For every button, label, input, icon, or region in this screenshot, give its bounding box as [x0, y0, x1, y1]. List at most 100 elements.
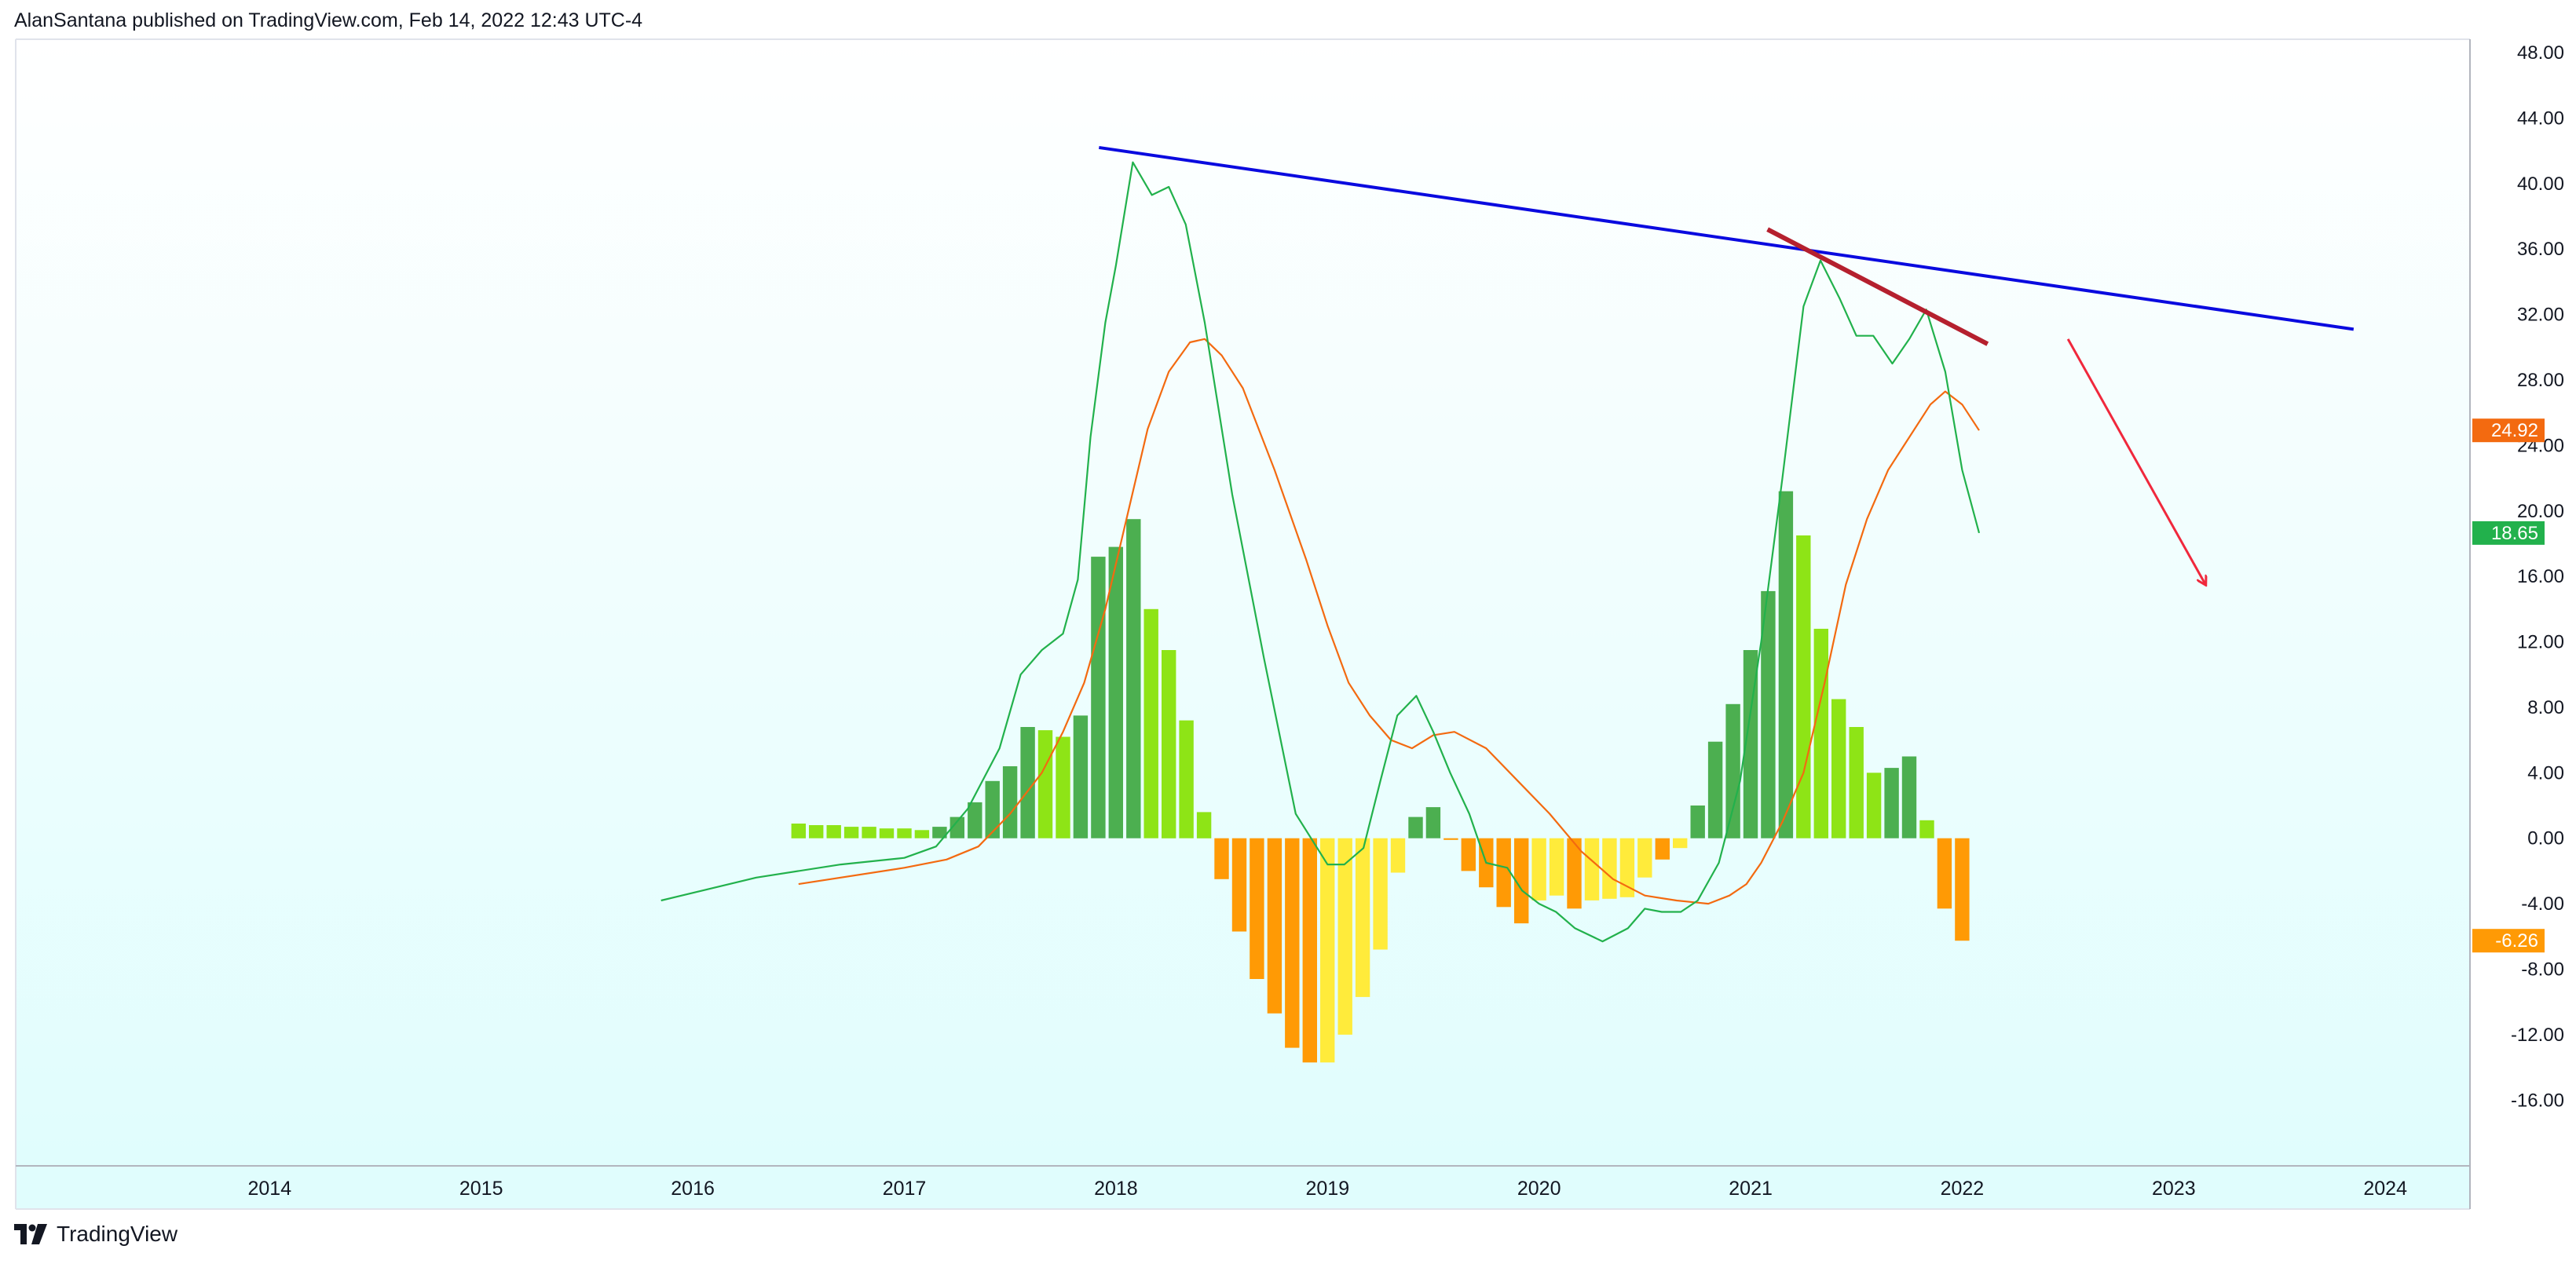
x-tick-label: 2015 [459, 1178, 503, 1200]
y-tick-label: 4.00 [2527, 762, 2564, 784]
histogram-bar [1091, 557, 1106, 838]
histogram-bar [1707, 741, 1723, 838]
histogram-bar [1373, 838, 1388, 950]
histogram-bar [1285, 838, 1300, 1048]
histogram-bar [1813, 628, 1828, 838]
drawing-annotations [1099, 145, 2355, 585]
value-badge-label: 24.92 [2491, 420, 2538, 441]
y-axis: 48.0044.0040.0036.0032.0028.0024.0020.00… [2511, 42, 2564, 1111]
indicator-lines [660, 161, 1981, 943]
histogram-bar [932, 827, 947, 838]
histogram-bar [791, 824, 806, 838]
y-tick-label: -16.00 [2511, 1090, 2564, 1111]
y-tick-label: 48.00 [2517, 42, 2564, 64]
value-badge [2472, 418, 2545, 443]
x-tick-label: 2014 [247, 1178, 291, 1200]
y-tick-label: -8.00 [2521, 959, 2564, 981]
y-tick-label: 0.00 [2527, 828, 2564, 849]
y-tick-label: 8.00 [2527, 697, 2564, 718]
y-tick-label: -4.00 [2521, 893, 2564, 915]
histogram-bar [914, 830, 930, 838]
histogram-bar [1919, 820, 1934, 838]
red-trendline[interactable] [1766, 227, 1989, 346]
tradingview-logo-icon [14, 1224, 47, 1244]
x-axis-band [16, 1166, 2470, 1209]
histogram-bar [1602, 838, 1617, 899]
histogram-bar [879, 828, 895, 838]
blue-trendline[interactable] [1099, 145, 2355, 331]
x-tick-label: 2016 [671, 1178, 715, 1200]
histogram-bar [1320, 838, 1335, 1063]
histogram-bar [1231, 838, 1247, 932]
histogram-bar [1126, 519, 1141, 838]
histogram-bar [1496, 838, 1511, 908]
histogram-bar [1037, 730, 1053, 838]
signal-line [798, 338, 1980, 905]
histogram-bar [1214, 838, 1229, 879]
footer-brand[interactable]: TradingView [14, 1222, 177, 1247]
histogram-bar [1743, 650, 1758, 838]
histogram-bar [1655, 838, 1670, 860]
x-tick-label: 2017 [883, 1178, 927, 1200]
histogram-bar [1531, 838, 1546, 901]
histogram-bar [1337, 838, 1352, 1035]
histogram-bar [1408, 816, 1423, 838]
y-tick-label: 16.00 [2517, 566, 2564, 587]
histogram-bar [1250, 838, 1264, 979]
y-tick-label: 28.00 [2517, 370, 2564, 391]
publisher-line: AlanSantana published on TradingView.com… [14, 9, 643, 31]
histogram-bar [1619, 838, 1635, 897]
histogram-bar [1002, 766, 1018, 838]
histogram-bar [1143, 608, 1158, 838]
histogram-bar [1514, 838, 1529, 924]
histogram-bar [1831, 699, 1846, 838]
histogram-bar [1390, 838, 1406, 873]
histogram-bar [1937, 838, 1952, 909]
value-badge [2472, 521, 2545, 545]
histogram-bar [1355, 838, 1370, 997]
value-badge-label: 18.65 [2491, 523, 2538, 544]
histogram-bar [809, 825, 824, 838]
x-tick-label: 2021 [1729, 1178, 1773, 1200]
histogram-bar [1849, 727, 1864, 838]
down-arrow[interactable] [2066, 338, 2205, 585]
histogram-bar [1901, 756, 1917, 838]
histogram-bar [1108, 546, 1123, 838]
histogram-bar [1020, 727, 1035, 838]
histogram-bar [1073, 715, 1089, 838]
x-tick-label: 2020 [1517, 1178, 1561, 1200]
histogram-bar [862, 827, 876, 838]
x-tick-label: 2019 [1305, 1178, 1349, 1200]
last-value-badges: 24.92 18.65 -6.26 [2472, 418, 2545, 953]
histogram-bar [1796, 535, 1811, 838]
histogram-bar [1179, 720, 1194, 838]
histogram-bar [1549, 838, 1564, 896]
histogram-bar [1196, 812, 1212, 838]
histogram-bar [1725, 703, 1740, 838]
histogram-bar [1461, 838, 1476, 871]
y-tick-label: 44.00 [2517, 108, 2564, 129]
histogram-bar [1162, 650, 1176, 838]
x-tick-label: 2024 [2363, 1178, 2407, 1200]
histogram-bar [1637, 838, 1652, 878]
x-tick-label: 2018 [1094, 1178, 1138, 1200]
histogram-bar [843, 827, 859, 838]
y-tick-label: 40.00 [2517, 174, 2564, 195]
y-tick-label: 36.00 [2517, 239, 2564, 260]
histogram-bar [985, 780, 1000, 838]
histogram-bar [1444, 838, 1458, 840]
value-badge [2472, 929, 2545, 953]
histogram-bar [1425, 807, 1441, 838]
x-tick-label: 2022 [1941, 1178, 1985, 1200]
histogram-bar [1690, 806, 1705, 838]
y-tick-label: -12.00 [2511, 1025, 2564, 1046]
histogram-bar [897, 828, 912, 838]
histogram-bar [1778, 491, 1794, 838]
brand-name: TradingView [57, 1222, 178, 1246]
histogram-bar [1866, 773, 1882, 838]
y-tick-label: 32.00 [2517, 305, 2564, 326]
histogram-bar [950, 816, 964, 838]
histogram-bar [1884, 768, 1899, 838]
